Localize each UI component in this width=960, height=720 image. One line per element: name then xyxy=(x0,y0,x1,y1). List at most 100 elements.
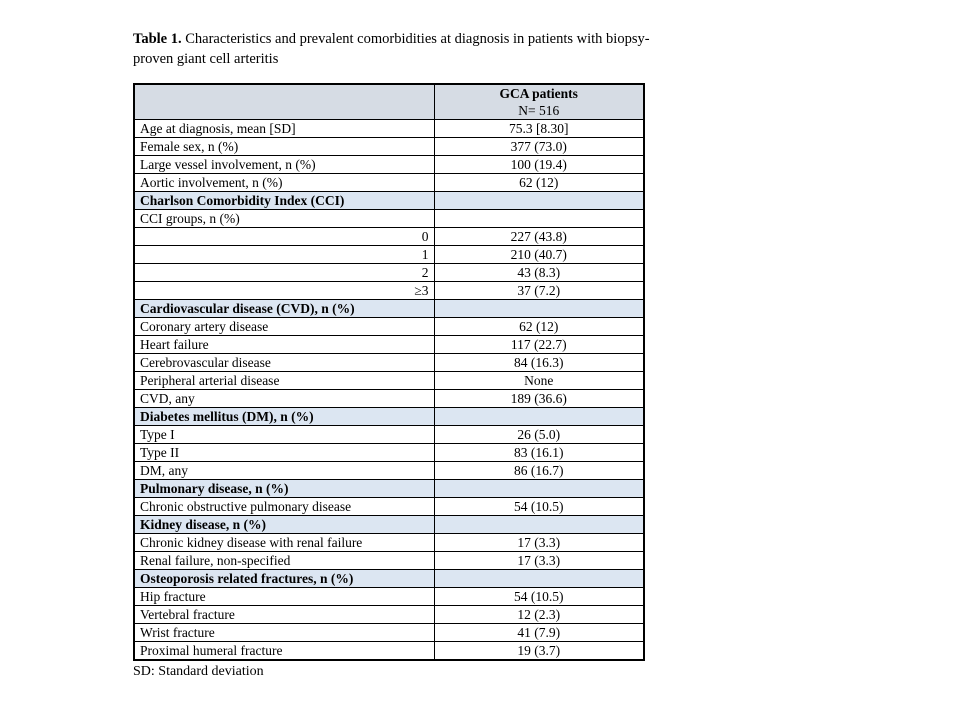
table-row: Type II 83 (16.1) xyxy=(133,442,645,462)
table-row: 1 210 (40.7) xyxy=(133,244,645,264)
table-header: GCA patients N= 516 xyxy=(133,83,645,120)
row-value: 17 (3.3) xyxy=(433,550,645,570)
table-row: DM, any 86 (16.7) xyxy=(133,460,645,480)
table-row: ≥3 37 (7.2) xyxy=(133,280,645,300)
row-value: 62 (12) xyxy=(433,316,645,336)
row-value: 75.3 [8.30] xyxy=(433,118,645,138)
header-row: GCA patients N= 516 xyxy=(133,83,645,120)
table-row: Female sex, n (%) 377 (73.0) xyxy=(133,136,645,156)
section-row: Charlson Comorbidity Index (CCI) xyxy=(133,190,645,210)
table-row: Peripheral arterial disease None xyxy=(133,370,645,390)
row-label: Female sex, n (%) xyxy=(133,136,435,156)
table-row: Coronary artery disease 62 (12) xyxy=(133,316,645,336)
row-value: 54 (10.5) xyxy=(433,496,645,516)
row-label: Type I xyxy=(133,424,435,444)
table-row: Large vessel involvement, n (%) 100 (19.4… xyxy=(133,154,645,174)
table-row: Age at diagnosis, mean [SD] 75.3 [8.30] xyxy=(133,118,645,138)
row-value: 210 (40.7) xyxy=(433,244,645,264)
table-row: Cerebrovascular disease 84 (16.3) xyxy=(133,352,645,372)
row-label: Heart failure xyxy=(133,334,435,354)
table-footnote: SD: Standard deviation xyxy=(133,663,264,679)
row-label: Age at diagnosis, mean [SD] xyxy=(133,118,435,138)
row-label: Osteoporosis related fractures, n (%) xyxy=(133,568,435,588)
document-page: Table 1. Characteristics and prevalent c… xyxy=(133,14,693,695)
row-value: None xyxy=(433,370,645,390)
row-label: CVD, any xyxy=(133,388,435,408)
row-value: 62 (12) xyxy=(433,172,645,192)
table-row: Wrist fracture 41 (7.9) xyxy=(133,622,645,642)
table-caption: Table 1. Characteristics and prevalent c… xyxy=(133,29,668,69)
row-label: Kidney disease, n (%) xyxy=(133,514,435,534)
row-value: 12 (2.3) xyxy=(433,604,645,624)
row-value: 189 (36.6) xyxy=(433,388,645,408)
table-row: 0 227 (43.8) xyxy=(133,226,645,246)
row-value: 100 (19.4) xyxy=(433,154,645,174)
row-value: 84 (16.3) xyxy=(433,352,645,372)
section-row: Diabetes mellitus (DM), n (%) xyxy=(133,406,645,426)
table-row: CCI groups, n (%) xyxy=(133,208,645,228)
row-label: Aortic involvement, n (%) xyxy=(133,172,435,192)
row-label: Renal failure, non-specified xyxy=(133,550,435,570)
section-row: Cardiovascular disease (CVD), n (%) xyxy=(133,298,645,318)
row-label: CCI groups, n (%) xyxy=(133,208,435,228)
table-row: Chronic obstructive pulmonary disease 54 … xyxy=(133,496,645,516)
row-value: 37 (7.2) xyxy=(433,280,645,300)
table-row: Vertebral fracture 12 (2.3) xyxy=(133,604,645,624)
table-row: 2 43 (8.3) xyxy=(133,262,645,282)
row-label: Cardiovascular disease (CVD), n (%) xyxy=(133,298,435,318)
row-label: Pulmonary disease, n (%) xyxy=(133,478,435,498)
row-label: DM, any xyxy=(133,460,435,480)
row-label: Large vessel involvement, n (%) xyxy=(133,154,435,174)
table-row: Aortic involvement, n (%) 62 (12) xyxy=(133,172,645,192)
row-value xyxy=(433,298,645,318)
table-row: CVD, any 189 (36.6) xyxy=(133,388,645,408)
row-value: 377 (73.0) xyxy=(433,136,645,156)
header-gca-cell: GCA patients N= 516 xyxy=(433,83,645,120)
row-value xyxy=(433,406,645,426)
row-label: Proximal humeral fracture xyxy=(133,640,435,660)
section-row: Osteoporosis related fractures, n (%) xyxy=(133,568,645,588)
row-value: 19 (3.7) xyxy=(433,640,645,660)
row-value xyxy=(433,514,645,534)
row-value: 227 (43.8) xyxy=(433,226,645,246)
row-label: Cerebrovascular disease xyxy=(133,352,435,372)
row-label: Chronic obstructive pulmonary disease xyxy=(133,496,435,516)
table-row: Heart failure 117 (22.7) xyxy=(133,334,645,354)
row-label: Charlson Comorbidity Index (CCI) xyxy=(133,190,435,210)
row-value: 54 (10.5) xyxy=(433,586,645,606)
table-caption-text: Characteristics and prevalent comorbidit… xyxy=(133,30,650,67)
table-row: Chronic kidney disease with renal failur… xyxy=(133,532,645,552)
table-row: Type I 26 (5.0) xyxy=(133,424,645,444)
table-row: Renal failure, non-specified 17 (3.3) xyxy=(133,550,645,570)
row-label: Hip fracture xyxy=(133,586,435,606)
row-value xyxy=(433,190,645,210)
row-value: 17 (3.3) xyxy=(433,532,645,552)
row-value xyxy=(433,568,645,588)
header-column-title: GCA patients xyxy=(499,85,578,101)
header-empty-cell xyxy=(133,83,435,120)
row-label: 1 xyxy=(133,244,435,264)
table-row: Hip fracture 54 (10.5) xyxy=(133,586,645,606)
table-body: Age at diagnosis, mean [SD] 75.3 [8.30] Fe… xyxy=(133,118,645,660)
section-row: Kidney disease, n (%) xyxy=(133,514,645,534)
row-value: 26 (5.0) xyxy=(433,424,645,444)
row-label: Diabetes mellitus (DM), n (%) xyxy=(133,406,435,426)
row-label: Chronic kidney disease with renal failur… xyxy=(133,532,435,552)
row-value xyxy=(433,478,645,498)
row-label: Peripheral arterial disease xyxy=(133,370,435,390)
row-value: 83 (16.1) xyxy=(433,442,645,462)
row-label: 0 xyxy=(133,226,435,246)
row-label: Type II xyxy=(133,442,435,462)
row-label: Coronary artery disease xyxy=(133,316,435,336)
section-row: Pulmonary disease, n (%) xyxy=(133,478,645,498)
row-value xyxy=(433,208,645,228)
characteristics-table: GCA patients N= 516 Age at diagnosis, me… xyxy=(133,82,645,661)
row-label: 2 xyxy=(133,262,435,282)
table-caption-label: Table 1. xyxy=(133,30,182,47)
row-label: ≥3 xyxy=(133,280,435,300)
row-label: Vertebral fracture xyxy=(133,604,435,624)
table-row: Proximal humeral fracture 19 (3.7) xyxy=(133,640,645,660)
row-label: Wrist fracture xyxy=(133,622,435,642)
row-value: 43 (8.3) xyxy=(433,262,645,282)
header-column-n: N= 516 xyxy=(518,102,560,118)
